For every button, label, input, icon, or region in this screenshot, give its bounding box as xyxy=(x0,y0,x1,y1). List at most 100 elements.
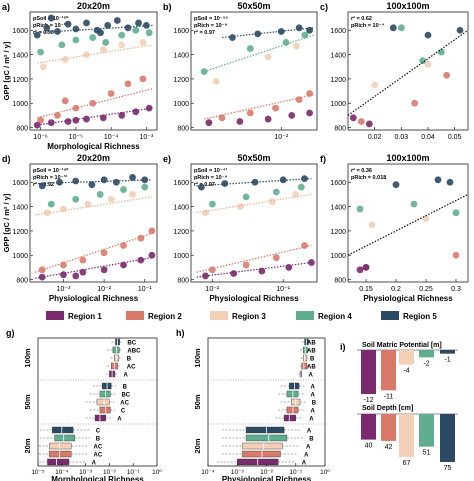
data-point xyxy=(277,28,285,35)
y-axis-label: GPP [gC / m² / y] xyxy=(2,193,11,252)
x-tick-label: 10⁻² xyxy=(274,134,288,141)
x-tick-label: 10⁻² xyxy=(103,469,117,476)
significance-letter: B xyxy=(96,437,101,443)
panel-i: i) Soil Matric Potential [m] -12 -11 -4 -2 -1 S… xyxy=(340,342,458,472)
panel-title: 50x50m xyxy=(237,1,270,11)
y-tick-label: 1600 xyxy=(173,28,189,35)
data-point xyxy=(118,41,126,49)
box xyxy=(283,414,296,422)
data-point xyxy=(237,203,244,210)
y-tick-label: 1000 xyxy=(12,101,28,108)
box xyxy=(245,434,288,442)
data-point xyxy=(89,34,97,41)
data-point xyxy=(356,205,364,213)
panel-c: 100x100m c) 800 1000 1200 1400 1600 0.02 0.03 0.0… xyxy=(320,1,469,141)
stat-annotation: pRich = 10⁻⁴ xyxy=(351,23,385,29)
significance-letter: A xyxy=(304,453,309,459)
x-tick-label: 10⁻³ xyxy=(231,469,245,476)
data-point xyxy=(43,24,51,32)
significance-letter: AC xyxy=(127,365,136,371)
box xyxy=(242,450,281,458)
x-tick-label: 0.05 xyxy=(448,134,462,141)
y-tick-label: 1200 xyxy=(12,77,28,84)
box xyxy=(54,434,75,442)
legend-label: Region 3 xyxy=(232,312,266,321)
y-tick-label: 800 xyxy=(334,126,346,133)
significance-letter: AC xyxy=(93,453,102,459)
significance-letter: AB xyxy=(307,349,316,355)
bar-value-label: -4 xyxy=(403,368,409,375)
data-point xyxy=(135,19,142,27)
legend-label: Region 4 xyxy=(318,312,352,321)
group-label: 100m xyxy=(23,348,32,368)
trend-line xyxy=(37,88,153,119)
data-point xyxy=(47,119,55,127)
data-point xyxy=(236,118,244,125)
data-point xyxy=(357,118,365,125)
bar-value-label: 75 xyxy=(444,465,452,472)
data-point xyxy=(132,108,140,116)
data-point xyxy=(83,115,90,123)
data-point xyxy=(264,53,272,61)
y-tick-label: 1600 xyxy=(173,180,189,187)
bar-value-label: -11 xyxy=(384,393,394,400)
plot-frame xyxy=(347,11,469,131)
data-point xyxy=(419,57,427,65)
legend: Region 1 Region 2 Region 3 Region 4 Region 5 xyxy=(46,311,437,321)
stat-annotation: pRich = 10⁻⁹ xyxy=(194,175,228,181)
data-point xyxy=(129,173,136,181)
x-tick-label: 10⁻⁵ xyxy=(69,134,83,141)
x-tick-label: 10⁰ xyxy=(320,469,330,476)
bar-value-label: 40 xyxy=(365,443,373,450)
significance-letter: A xyxy=(311,385,316,391)
group-label: 50m xyxy=(193,394,202,409)
data-point xyxy=(60,205,67,213)
box xyxy=(47,458,70,466)
bar-chart-title: Soil Matric Potential [m] xyxy=(362,342,442,349)
panel-title: 50x50m xyxy=(237,153,270,163)
group-label: 50m xyxy=(23,394,32,409)
significance-letter: B xyxy=(312,401,317,407)
stat-annotation: r² = 0.97 xyxy=(194,181,215,188)
data-point xyxy=(306,90,313,97)
panel-title: 20x20m xyxy=(77,1,110,11)
data-point xyxy=(452,251,460,259)
significance-letter: AC xyxy=(120,401,129,407)
data-point xyxy=(61,97,69,105)
trend-line xyxy=(37,44,153,64)
y-tick-label: 1600 xyxy=(330,28,346,35)
y-axis-label: GPP [gC / m² / y] xyxy=(2,41,11,100)
stat-annotation: pSoil = 10⁻⁵⁶ xyxy=(194,16,228,22)
data-point xyxy=(208,266,216,274)
box xyxy=(242,442,283,450)
data-point xyxy=(113,17,121,24)
x-tick-label: 10⁻⁴ xyxy=(201,469,215,476)
data-point xyxy=(137,234,145,242)
trend-line xyxy=(347,193,469,256)
data-point xyxy=(446,178,454,186)
significance-letter: B xyxy=(310,357,315,363)
data-point xyxy=(424,60,432,68)
significance-letter: AC xyxy=(93,445,102,451)
data-point xyxy=(107,90,115,97)
panel-b: 50x50m b) 800 1000 1200 1400 1600 10⁻² pSoil = 1… xyxy=(163,1,318,141)
panel-label: i) xyxy=(340,342,346,352)
y-tick-label: 1200 xyxy=(173,229,189,236)
y-tick-label: 800 xyxy=(16,126,28,133)
stat-annotation: pRich = 10⁻¹⁷ xyxy=(33,22,68,29)
legend-swatch xyxy=(210,311,228,320)
y-tick-label: 1400 xyxy=(12,53,28,60)
data-point xyxy=(33,121,41,129)
data-point xyxy=(100,266,108,274)
legend-label: Region 1 xyxy=(68,312,102,321)
x-tick-label: 10⁻¹ xyxy=(276,286,290,293)
y-tick-label: 1200 xyxy=(330,77,346,84)
y-tick-label: 1600 xyxy=(330,180,346,187)
bar xyxy=(419,414,434,447)
significance-letter: C xyxy=(96,429,101,435)
bar xyxy=(381,414,396,441)
significance-letter: B xyxy=(123,385,128,391)
x-axis-label: Morphological Richness xyxy=(51,475,144,481)
data-point xyxy=(37,48,45,56)
